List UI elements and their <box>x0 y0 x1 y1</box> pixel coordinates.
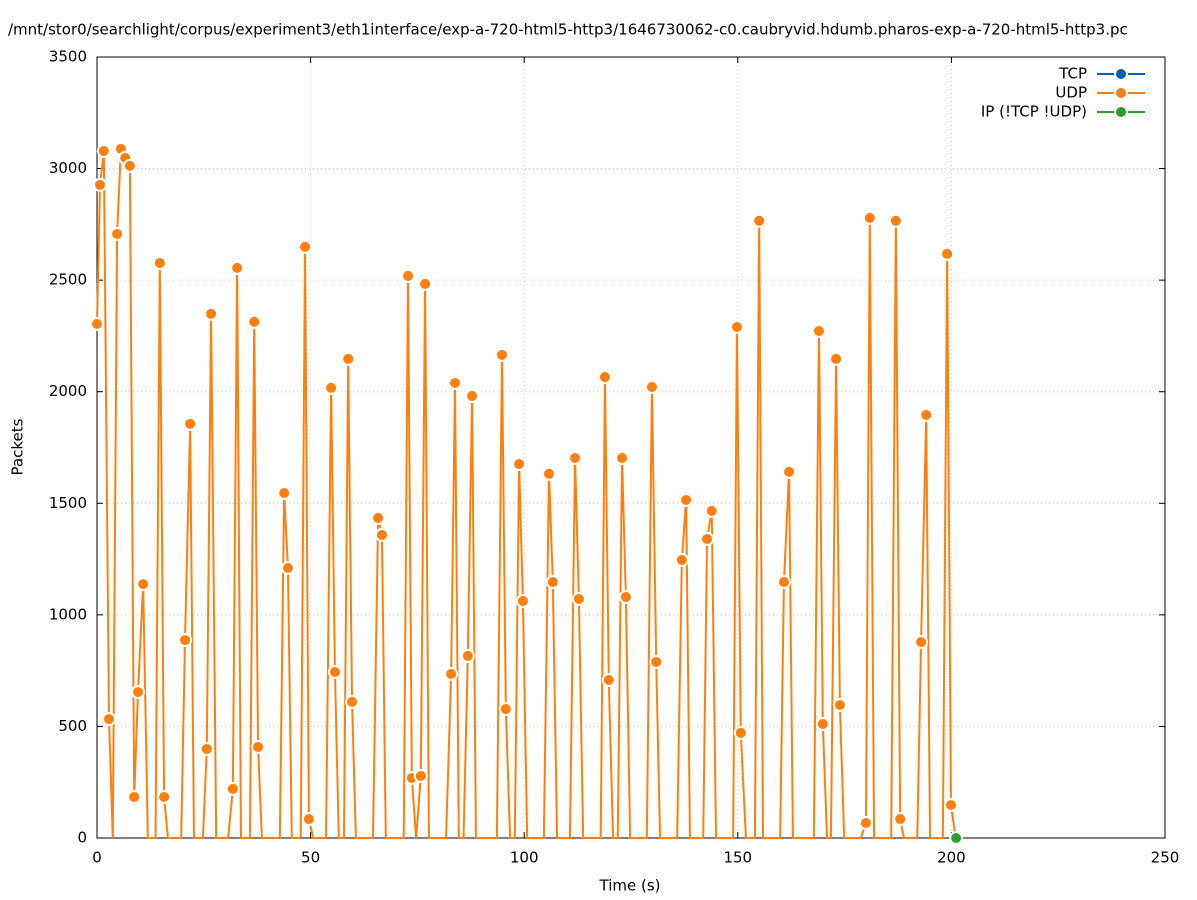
data-point <box>949 831 964 845</box>
chart-title: /mnt/stor0/searchlight/corpus/experiment… <box>8 21 1128 39</box>
data-point <box>568 450 583 465</box>
data-point <box>782 464 797 479</box>
data-point <box>597 369 612 384</box>
data-point <box>90 316 104 331</box>
data-point <box>225 781 240 796</box>
data-point <box>183 416 198 431</box>
x-tick-label: 100 <box>510 849 539 867</box>
data-point <box>131 685 146 700</box>
data-point <box>341 351 356 366</box>
data-point <box>919 407 934 422</box>
data-point <box>704 503 719 518</box>
data-point <box>644 380 659 395</box>
data-point <box>298 239 313 254</box>
legend-label: UDP <box>1055 84 1087 102</box>
data-point <box>447 376 462 391</box>
data-point <box>862 210 877 225</box>
data-point <box>96 143 111 158</box>
data-point <box>157 789 172 804</box>
data-point <box>324 380 339 395</box>
x-tick-label: 250 <box>1151 849 1180 867</box>
data-point <box>674 552 689 567</box>
data-point <box>418 276 433 291</box>
y-tick-label: 2500 <box>49 271 87 289</box>
data-point <box>251 739 266 754</box>
y-tick-label: 2000 <box>49 382 87 400</box>
data-point <box>301 812 316 827</box>
data-point <box>247 314 262 329</box>
data-point <box>545 575 560 590</box>
y-tick-label: 1000 <box>49 605 87 623</box>
y-tick-label: 500 <box>58 717 87 735</box>
data-point <box>679 492 694 507</box>
data-point <box>893 812 908 827</box>
data-point <box>465 388 480 403</box>
x-axis-label: Time (s) <box>599 877 661 895</box>
data-point <box>494 347 509 362</box>
data-point <box>444 666 459 681</box>
data-point <box>733 725 748 740</box>
data-point <box>649 654 664 669</box>
data-point <box>152 255 167 270</box>
data-point <box>401 268 416 283</box>
data-point <box>498 702 513 717</box>
data-point <box>601 673 616 688</box>
data-point <box>178 633 193 648</box>
data-point <box>615 450 630 465</box>
legend-label: TCP <box>1058 65 1087 83</box>
data-point <box>460 648 475 663</box>
data-point <box>829 351 844 366</box>
data-point <box>199 741 214 756</box>
legend-label: IP (!TCP !UDP) <box>981 103 1087 121</box>
data-point <box>571 592 586 607</box>
data-point <box>110 226 125 241</box>
data-point <box>345 694 360 709</box>
y-tick-label: 0 <box>77 829 87 847</box>
data-point <box>700 531 715 546</box>
data-point <box>92 177 107 192</box>
data-point <box>888 213 903 228</box>
data-point <box>122 158 137 173</box>
y-tick-label: 3500 <box>49 48 87 66</box>
data-point <box>752 213 767 228</box>
data-point <box>515 594 530 609</box>
data-point <box>811 324 826 339</box>
data-point <box>943 797 958 812</box>
data-point <box>729 320 744 335</box>
legend-marker <box>1114 105 1128 119</box>
x-tick-label: 150 <box>723 849 752 867</box>
data-point <box>374 527 389 542</box>
data-point <box>541 466 556 481</box>
data-point <box>858 816 873 831</box>
data-point <box>914 635 929 650</box>
data-point <box>277 486 292 501</box>
x-tick-label: 50 <box>301 849 320 867</box>
data-point <box>776 575 791 590</box>
data-point <box>101 712 116 727</box>
data-point <box>127 789 142 804</box>
y-tick-label: 1500 <box>49 494 87 512</box>
data-point <box>815 716 830 731</box>
data-point <box>618 590 633 605</box>
data-point <box>512 457 527 472</box>
data-point <box>832 698 847 713</box>
series-line <box>96 148 957 839</box>
y-axis-label: Packets <box>9 418 27 475</box>
data-point <box>413 768 428 783</box>
data-point <box>371 511 386 526</box>
data-point <box>204 306 219 321</box>
data-point <box>327 664 342 679</box>
x-tick-label: 0 <box>92 849 102 867</box>
legend-marker <box>1114 86 1128 100</box>
legend-marker <box>1114 67 1128 81</box>
data-point <box>280 560 295 575</box>
y-tick-label: 3000 <box>49 159 87 177</box>
data-point <box>136 577 151 592</box>
data-point <box>940 246 955 261</box>
x-tick-label: 200 <box>937 849 966 867</box>
data-point <box>230 260 245 275</box>
